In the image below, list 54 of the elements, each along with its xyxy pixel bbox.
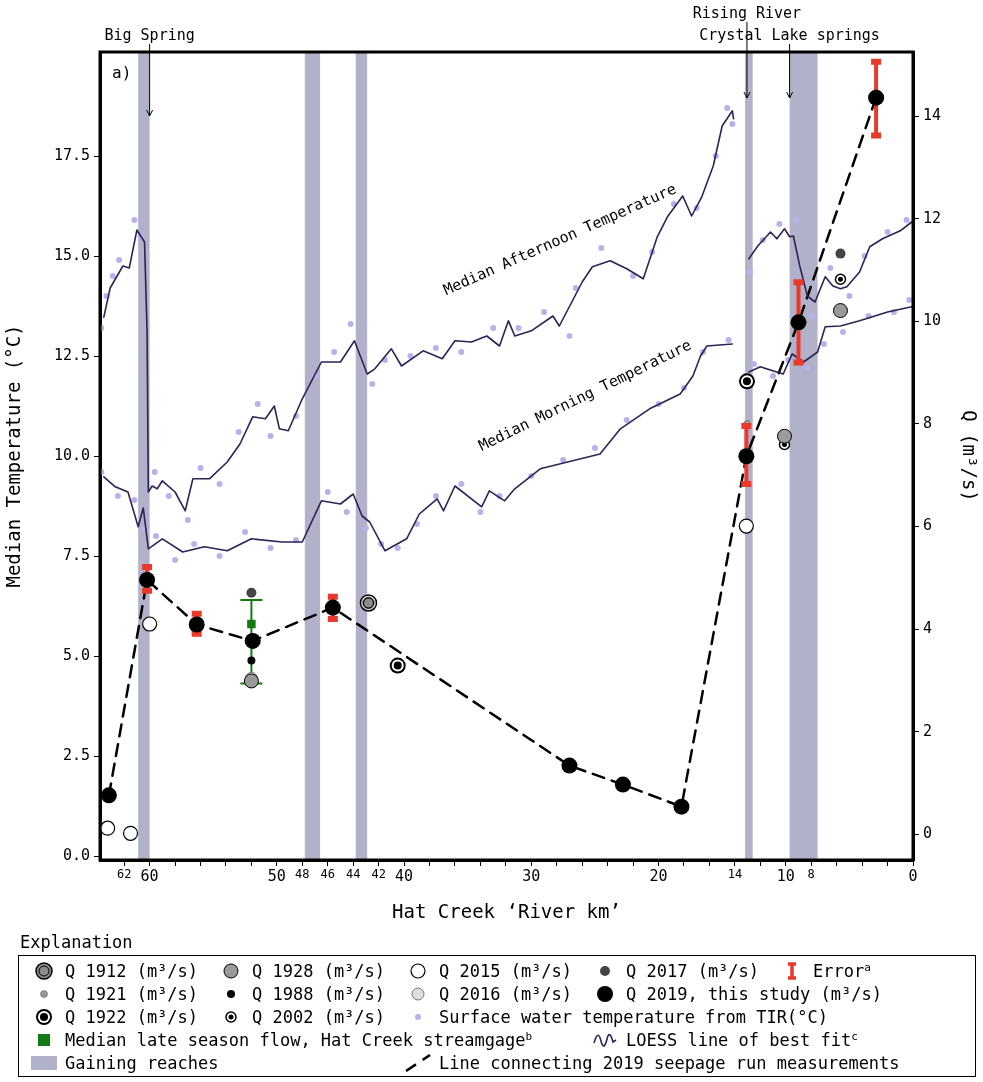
legend-label: Q 1928 (m³/s) [252, 960, 386, 981]
y2-tick-label: 10 [923, 311, 942, 330]
x-axis-title: Hat Creek ‘River km’ [392, 899, 621, 922]
y-tick-label: 5.0 [62, 645, 90, 664]
legend-label: Line connecting 2019 seepage run measurements [439, 1052, 900, 1073]
legend-label: Q 1921 (m³/s) [65, 983, 199, 1004]
annotation: Rising River [692, 4, 802, 22]
x-tick-label: 0 [908, 866, 918, 885]
y2-tick-label: 6 [923, 516, 933, 535]
x-tick-label: 60 [140, 866, 159, 885]
x-tick-label: 46 [320, 867, 335, 882]
x-tick-label: 14 [727, 867, 743, 882]
y2-tick-label: 14 [923, 106, 942, 125]
annotation: Big Spring [104, 26, 195, 44]
legend-label: Q 2015 (m³/s) [439, 960, 573, 981]
y-tick-label: 0.0 [62, 845, 90, 864]
x-tick-label: 42 [371, 867, 386, 882]
legend-title: Explanation [20, 932, 133, 952]
x-tick-label: 20 [649, 866, 668, 885]
x-tick-label: 10 [776, 866, 795, 885]
legend-label: Median late season flow, Hat Creek streamgage$^{b}$ [65, 1029, 533, 1050]
legend-label: Q 2016 (m³/s) [439, 983, 573, 1004]
y-tick-label: 10.0 [53, 445, 90, 464]
y2-tick-label: 4 [923, 619, 933, 638]
y-tick-label: 2.5 [62, 745, 90, 764]
legend-label: Q 2019, this study (m³/s) [626, 983, 882, 1004]
y-axis-title: Median Temperature (°C) [2, 324, 25, 588]
y2-tick-label: 12 [923, 208, 942, 227]
x-tick-label: 40 [395, 866, 414, 885]
x-tick-label: 30 [522, 866, 541, 885]
y2-axis-title: Q (m³/s) [958, 410, 981, 502]
legend-label: Q 2017 (m³/s) [626, 960, 760, 981]
text: Error$^{a}$ [813, 960, 871, 981]
y2-tick-label: 2 [923, 721, 933, 740]
legend-label: Q 1988 (m³/s) [252, 983, 386, 1004]
y2-tick-label: 8 [923, 413, 933, 432]
y-tick-label: 17.5 [53, 145, 90, 164]
legend-label: Gaining reaches [65, 1052, 219, 1073]
y2-tick-label: 0 [923, 824, 933, 843]
annotation: a) [112, 63, 132, 83]
y-tick-label: 12.5 [53, 345, 90, 364]
legend-label: Q 1912 (m³/s) [65, 960, 199, 981]
x-tick-label: 8 [807, 867, 815, 882]
x-tick-label: 50 [267, 866, 286, 885]
x-tick-label: 62 [116, 867, 132, 882]
legend-label: Q 2002 (m³/s) [252, 1006, 386, 1027]
legend-label: Surface water temperature from TIR(°C) [439, 1006, 828, 1027]
x-tick-label: 44 [345, 867, 361, 882]
x-tick-label: 48 [295, 867, 310, 882]
annotation: Crystal Lake springs [699, 26, 880, 44]
legend-label: LOESS line of best fit$^{c}$ [626, 1029, 858, 1050]
legend-label: Q 1922 (m³/s) [65, 1006, 199, 1027]
y-tick-label: 15.0 [53, 245, 90, 264]
y-tick-label: 7.5 [62, 545, 90, 564]
